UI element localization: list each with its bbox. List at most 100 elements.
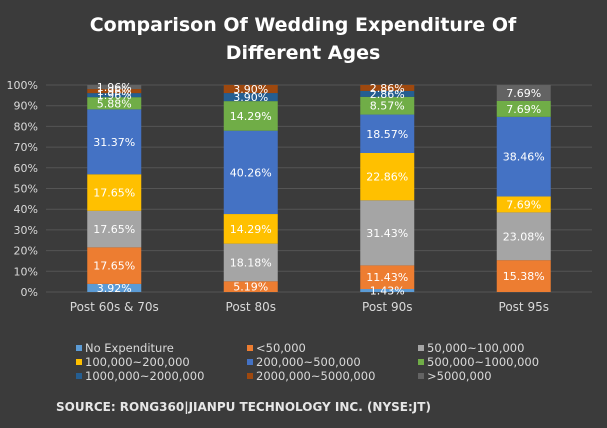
- data-label: 14.29%: [230, 223, 272, 236]
- data-label: 18.57%: [366, 128, 408, 141]
- legend-label: 2000,000~5000,000: [256, 369, 375, 383]
- legend-swatch: [247, 373, 253, 379]
- data-label: 3.90%: [233, 91, 268, 104]
- data-label: 1.96%: [97, 81, 132, 94]
- bar-segment: [496, 260, 551, 292]
- x-tick-label: Post 95s: [499, 300, 549, 314]
- legend-swatch: [247, 359, 253, 365]
- data-label: 2.86%: [370, 82, 405, 95]
- legend-label: No Expenditure: [85, 341, 174, 355]
- y-axis-ticks: 0% 10% 20% 30% 40% 50% 60% 70% 80% 90% 100%: [7, 79, 38, 299]
- legend-swatch: [418, 373, 424, 379]
- y-tick-label: 30%: [14, 224, 38, 237]
- data-label: 31.43%: [366, 227, 408, 240]
- data-label: 8.57%: [370, 100, 405, 113]
- source-note: SOURCE: RONG360|JIANPU TECHNOLOGY INC. (…: [56, 400, 431, 414]
- legend-label: >5000,000: [427, 369, 492, 383]
- legend-label: 500,000~1000,000: [427, 355, 539, 369]
- x-tick-label: Post 90s: [362, 300, 412, 314]
- data-label: 2.86%: [370, 88, 405, 101]
- bar-segment: [87, 174, 142, 211]
- data-label: 31.37%: [93, 136, 135, 149]
- data-label: 40.26%: [230, 166, 272, 179]
- bar-segment: [223, 93, 278, 102]
- bar-segment: [223, 101, 278, 131]
- y-tick-label: 60%: [14, 162, 38, 175]
- bar-segment: [360, 289, 415, 292]
- data-label: 23.08%: [503, 230, 545, 243]
- data-label: 1.96%: [97, 89, 132, 102]
- data-label: 7.69%: [506, 103, 541, 116]
- y-tick-label: 20%: [14, 245, 38, 258]
- legend-swatch: [76, 359, 82, 365]
- data-label: 17.65%: [93, 187, 135, 200]
- bar-segment: [223, 84, 278, 94]
- legend-swatch: [247, 345, 253, 351]
- bar-segment: [496, 196, 551, 213]
- bar-segment: [496, 212, 551, 261]
- bar-segment: [87, 93, 142, 98]
- bar-segment: [87, 247, 142, 284]
- bar-segment: [87, 97, 142, 110]
- chart-title-line-2: Different Ages: [226, 42, 381, 64]
- bar-segment: [223, 281, 278, 292]
- x-tick-label: Post 80s: [226, 300, 276, 314]
- y-tick-label: 100%: [7, 79, 38, 92]
- bar-segment: [496, 100, 551, 117]
- bar-segment: [223, 243, 278, 282]
- data-label: 22.86%: [366, 171, 408, 184]
- bar-segment: [360, 152, 415, 201]
- data-label: 15.38%: [503, 270, 545, 283]
- y-tick-label: 50%: [14, 183, 38, 196]
- data-label: 38.46%: [503, 151, 545, 164]
- legend-label: 100,000~200,000: [85, 355, 190, 369]
- y-tick-label: 0%: [21, 286, 38, 299]
- y-tick-label: 40%: [14, 203, 38, 216]
- legend-label: 50,000~100,000: [427, 341, 524, 355]
- data-label: 3.90%: [233, 83, 268, 96]
- bar-segment: [360, 265, 415, 290]
- bar-segment: [223, 214, 278, 244]
- bar-segment: [360, 84, 415, 91]
- legend-swatch: [76, 373, 82, 379]
- bar-segment: [87, 89, 142, 94]
- data-label: 14.29%: [230, 110, 272, 123]
- legend-swatch: [418, 359, 424, 365]
- legend: No Expenditure <50,000 50,000~100,000 100,0…: [76, 341, 539, 383]
- bar-segment: [223, 130, 278, 215]
- chart-title-line-1: Comparison Of Wedding Expenditure Of: [90, 14, 517, 36]
- x-axis-ticks: Post 60s & 70s Post 80s Post 90s Post 95s: [70, 300, 549, 314]
- data-label: 7.69%: [506, 87, 541, 100]
- data-label: 7.69%: [506, 198, 541, 211]
- data-label: 11.43%: [366, 271, 408, 284]
- data-label: 3.92%: [97, 282, 132, 295]
- legend-label: <50,000: [256, 341, 306, 355]
- y-tick-label: 80%: [14, 120, 38, 133]
- data-label: 5.19%: [233, 281, 268, 294]
- data-label: 17.65%: [93, 223, 135, 236]
- bar-segment: [360, 90, 415, 97]
- bar-segment: [87, 85, 142, 90]
- bar-segment: [496, 116, 551, 197]
- bar-segment: [496, 85, 551, 101]
- legend-label: 1000,000~2000,000: [85, 369, 204, 383]
- y-tick-label: 70%: [14, 141, 38, 154]
- data-label: 1.96%: [97, 85, 132, 98]
- data-label: 17.65%: [93, 260, 135, 273]
- data-label: 18.18%: [230, 256, 272, 269]
- bar-segment: [360, 96, 415, 115]
- y-tick-label: 90%: [14, 100, 38, 113]
- data-label: 1.43%: [370, 285, 405, 298]
- legend-label: 200,000~500,000: [256, 355, 361, 369]
- legend-swatch: [418, 345, 424, 351]
- bar-segment: [87, 210, 142, 248]
- x-tick-label: Post 60s & 70s: [70, 300, 159, 314]
- legend-swatch: [76, 345, 82, 351]
- y-tick-label: 10%: [14, 265, 38, 278]
- bar-segment: [87, 283, 142, 292]
- data-labels: 3.92%17.65%17.65%17.65%31.37%5.88%1.96%1…: [93, 81, 544, 297]
- bar-segment: [360, 200, 415, 266]
- data-label: 5.88%: [97, 97, 132, 110]
